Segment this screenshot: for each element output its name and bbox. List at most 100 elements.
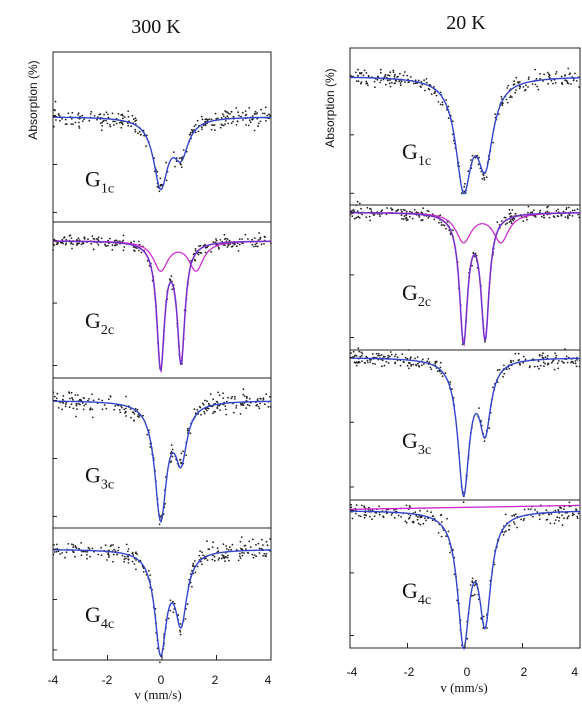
data-point: [211, 124, 213, 126]
data-point: [70, 123, 73, 125]
data-point: [372, 214, 375, 217]
data-point: [440, 221, 443, 224]
data-point: [361, 213, 363, 216]
data-point: [57, 550, 60, 553]
data-point: [108, 398, 110, 400]
data-point: [203, 410, 206, 413]
data-point: [92, 237, 95, 240]
data-point: [381, 359, 384, 362]
data-point: [256, 245, 259, 248]
data-point: [109, 124, 111, 126]
data-point: [199, 252, 202, 254]
data-point: [227, 549, 230, 551]
data-point: [564, 216, 567, 219]
data-point: [79, 403, 81, 406]
data-point: [506, 101, 509, 104]
data-point: [262, 555, 264, 557]
data-point: [513, 514, 515, 516]
data-point: [392, 69, 395, 72]
x-tick-label: 0: [464, 665, 471, 679]
data-point: [77, 237, 80, 240]
data-point: [204, 246, 207, 249]
data-point: [511, 218, 514, 221]
data-point: [248, 119, 251, 122]
data-point: [408, 349, 410, 351]
data-point: [91, 393, 93, 396]
data-point: [430, 511, 432, 514]
data-point: [72, 243, 74, 246]
sample-label-subscript: 2c: [418, 295, 431, 310]
data-point: [564, 79, 566, 82]
data-point: [541, 356, 544, 359]
data-point: [413, 209, 416, 211]
data-point: [179, 458, 182, 461]
data-point: [384, 75, 386, 78]
data-point: [182, 450, 185, 453]
sample-label: G4c: [402, 578, 431, 608]
data-point: [538, 367, 540, 370]
fit-line: [53, 116, 272, 191]
data-point: [494, 113, 497, 116]
data-point: [213, 410, 216, 413]
data-point: [574, 360, 577, 362]
data-point: [82, 242, 84, 245]
data-point: [366, 82, 369, 85]
data-point: [227, 396, 229, 399]
data-point: [428, 361, 431, 364]
data-point: [402, 208, 405, 211]
data-point: [533, 215, 536, 217]
data-point: [159, 661, 161, 664]
data-point: [444, 372, 447, 374]
data-point: [555, 210, 558, 212]
data-point: [256, 398, 259, 400]
data-point: [400, 208, 402, 211]
data-point: [253, 245, 255, 248]
data-point: [140, 251, 143, 254]
data-point: [92, 399, 95, 402]
data-point: [404, 209, 406, 212]
data-point: [264, 106, 267, 109]
data-point: [426, 360, 429, 363]
data-point: [206, 559, 209, 561]
data-point: [377, 352, 380, 355]
data-point: [564, 74, 566, 77]
data-point: [132, 554, 135, 556]
data-point: [559, 506, 561, 508]
x-axis-label-300k: v (mm/s): [134, 687, 181, 702]
data-point: [100, 129, 103, 132]
data-point: [405, 216, 408, 219]
data-point: [389, 355, 391, 358]
data-point: [228, 546, 231, 549]
data-point: [365, 355, 368, 358]
data-point: [416, 82, 418, 85]
data-point: [445, 535, 447, 538]
data-point: [213, 555, 216, 558]
data-point: [169, 609, 172, 612]
data-point: [125, 543, 128, 546]
data-point: [517, 359, 520, 362]
data-point: [356, 210, 359, 213]
data-point: [222, 124, 225, 127]
data-point: [387, 362, 390, 364]
data-point: [378, 213, 381, 216]
data-point: [386, 512, 388, 515]
data-point: [81, 114, 83, 117]
data-point: [130, 125, 133, 128]
data-point: [393, 509, 395, 511]
data-point: [201, 118, 204, 121]
data-point: [439, 366, 442, 369]
data-point: [70, 242, 72, 245]
data-point: [80, 243, 83, 246]
data-point: [113, 120, 116, 123]
data-point: [534, 83, 537, 86]
data-point: [83, 397, 85, 400]
data-point: [386, 79, 389, 81]
data-point: [217, 559, 220, 561]
data-point: [142, 570, 145, 573]
data-point: [87, 238, 89, 241]
data-point: [408, 517, 410, 520]
data-point: [238, 238, 241, 241]
data-point: [508, 221, 511, 223]
data-point: [173, 602, 176, 605]
data-point: [533, 365, 536, 368]
